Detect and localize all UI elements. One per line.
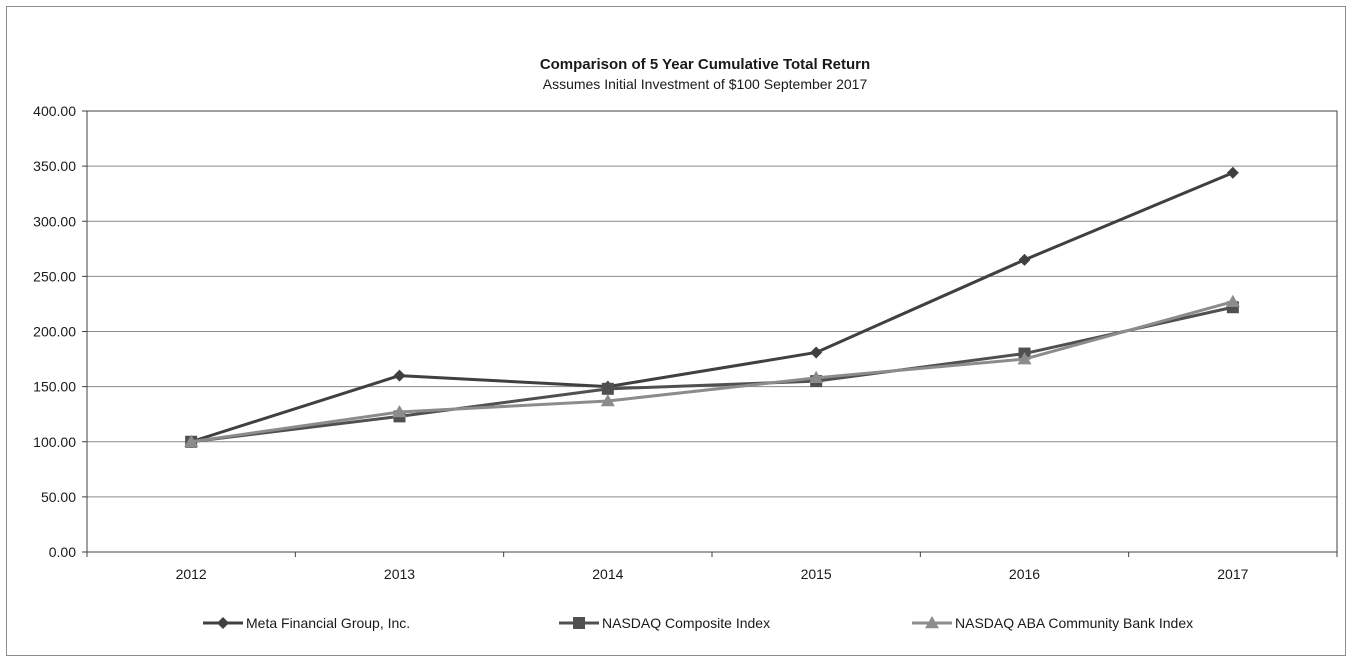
y-tick-label: 250.00	[33, 268, 76, 284]
series-line	[190, 300, 1234, 444]
y-tick-label: 150.00	[33, 379, 76, 395]
legend-marker	[217, 617, 229, 629]
series-2	[185, 301, 1239, 448]
legend-label: Meta Financial Group, Inc.	[246, 615, 410, 631]
y-tick-label: 400.00	[33, 103, 76, 119]
data-point	[601, 382, 614, 395]
legend-item: Meta Financial Group, Inc.	[203, 615, 410, 631]
data-point	[1017, 352, 1032, 365]
legend-label: NASDAQ ABA Community Bank Index	[955, 615, 1193, 631]
series-1	[185, 166, 1239, 448]
y-tick-label: 100.00	[33, 434, 76, 450]
chart-subtitle: Assumes Initial Investment of $100 Septe…	[543, 76, 868, 92]
data-point	[1018, 253, 1031, 266]
data-point	[1226, 166, 1239, 179]
x-tick-label: 2012	[176, 566, 207, 582]
x-tick-label: 2017	[1217, 566, 1248, 582]
y-axis: 0.00 50.00 100.00 150.00 200.00 250.00 300.00 3…	[33, 103, 87, 560]
y-tick-label: 200.00	[33, 324, 76, 340]
data-point	[393, 369, 406, 382]
legend-marker	[925, 616, 939, 629]
data-point	[810, 346, 823, 359]
data-point	[392, 404, 407, 418]
legend: Meta Financial Group, Inc. NASDAQ Composi…	[203, 615, 1193, 631]
x-tick-label: 2014	[592, 566, 623, 582]
series-line	[190, 171, 1234, 444]
y-tick-label: 350.00	[33, 158, 76, 174]
chart-frame: Comparison of 5 Year Cumulative Total Re…	[6, 6, 1346, 656]
x-tick-label: 2016	[1009, 566, 1040, 582]
data-point	[1225, 294, 1240, 307]
data-point	[809, 370, 824, 384]
y-tick-label: 0.00	[49, 544, 76, 560]
x-tick-label: 2015	[801, 566, 832, 582]
x-tick-label: 2013	[384, 566, 415, 582]
data-point	[184, 434, 199, 447]
series-layer	[184, 166, 1240, 448]
legend-item: NASDAQ ABA Community Bank Index	[912, 615, 1193, 631]
chart-svg: Comparison of 5 Year Cumulative Total Re…	[33, 56, 1338, 631]
y-tick-label: 300.00	[33, 213, 76, 229]
x-axis: 2012 2013 2014 2015 2016 2017	[86, 552, 1338, 582]
legend-label: NASDAQ Composite Index	[602, 615, 770, 631]
series-line	[190, 305, 1234, 444]
y-tick-label: 50.00	[41, 489, 76, 505]
chart-title: Comparison of 5 Year Cumulative Total Re…	[540, 56, 870, 73]
legend-marker	[573, 617, 585, 629]
data-point	[600, 393, 615, 407]
legend-item: NASDAQ Composite Index	[559, 615, 770, 631]
gridlines	[87, 165, 1337, 498]
series-3	[184, 294, 1240, 447]
